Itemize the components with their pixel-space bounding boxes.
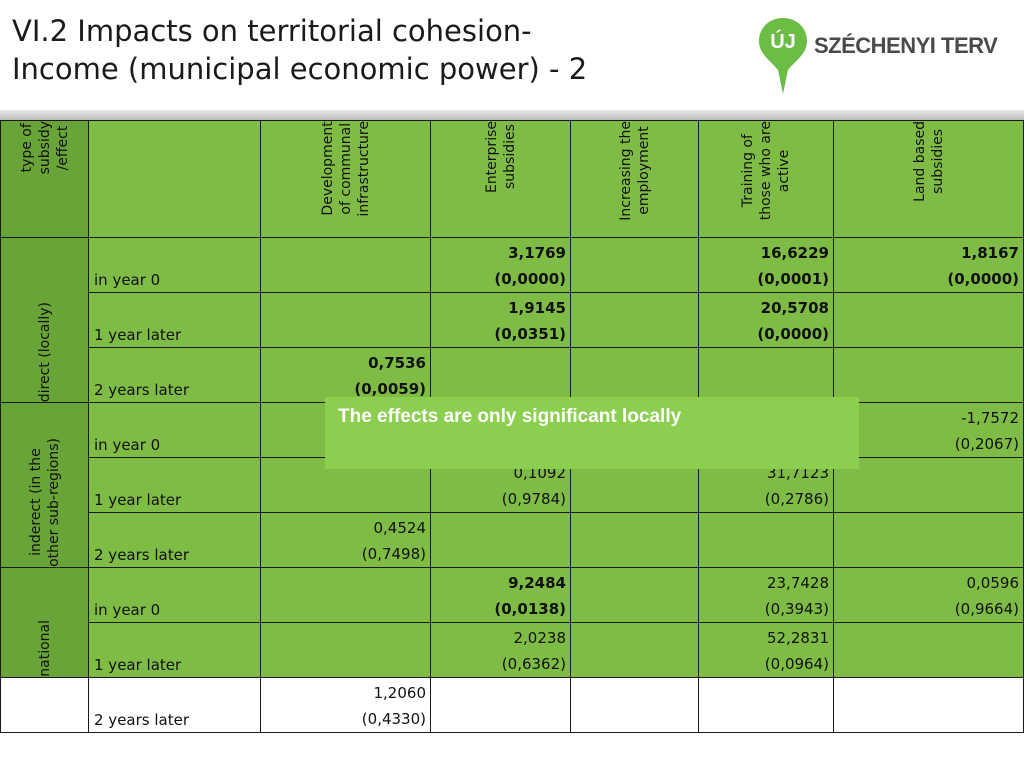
- value-cell: [570, 567, 699, 623]
- value-cell: 1,9145 (0,0351): [430, 292, 571, 348]
- value-cell: 0,0596 (0,9664): [833, 567, 1024, 623]
- header-row: type of subsidy /effect Development of c…: [0, 120, 1024, 238]
- value-cell: [430, 347, 571, 403]
- slide-title: VI.2 Impacts on territorial cohesion- In…: [12, 14, 588, 86]
- value-cell: 20,5708 (0,0000): [698, 292, 834, 348]
- group-inderect-label: inderect (in the other sub-regions): [27, 438, 62, 567]
- value-cell: [430, 677, 571, 733]
- logo-pin-shape: [759, 18, 807, 94]
- label-header-cell: [88, 120, 261, 238]
- value-cell: 3,1769 (0,0000): [430, 237, 571, 293]
- logo-badge-text: ÚJ: [770, 29, 796, 53]
- table-row: 2 years later 0,7536 (0,0059): [1, 347, 1024, 403]
- value-cell: [260, 567, 431, 623]
- table-row: direct (locally) in year 0 3,1769 (0,000…: [0, 237, 1024, 403]
- table-row: 2 years later 0,4524 (0,7498): [1, 512, 1024, 568]
- value-cell: 2,0238 (0,6362): [430, 622, 571, 678]
- value-cell: 16,6229 (0,0001): [698, 237, 834, 293]
- header-band: [0, 110, 1024, 120]
- value-cell: -1,7572 (0,2067): [833, 402, 1024, 458]
- value-cell: 1,8167 (0,0000): [833, 237, 1024, 293]
- col-header-land: Land based subsidies: [833, 120, 1024, 238]
- value-cell: [430, 512, 571, 568]
- value-cell: [570, 512, 699, 568]
- value-cell: 9,2484 (0,0138): [430, 567, 571, 623]
- table-row: 1 year later 1,9145 (0,0351) 20,5708 (0,…: [1, 292, 1024, 348]
- table-row: national in year 0 9,2484 (0,0138) 23,74…: [0, 567, 1024, 678]
- value-cell: [833, 347, 1024, 403]
- value-cell: [833, 677, 1024, 733]
- group-direct-cell: direct (locally): [0, 237, 89, 403]
- row-label: in year 0: [88, 567, 261, 623]
- value-cell: [833, 622, 1024, 678]
- blank-cell: [0, 677, 89, 733]
- group-national-cell: national: [0, 567, 89, 678]
- value-cell: 52,2831 (0,0964): [698, 622, 834, 678]
- value-cell: [833, 512, 1024, 568]
- value-cell: 23,7428 (0,3943): [698, 567, 834, 623]
- row-label: 2 years later: [88, 677, 261, 733]
- row-label: 1 year later: [88, 457, 261, 513]
- value-cell: 0,4524 (0,7498): [260, 512, 431, 568]
- value-cell: [833, 292, 1024, 348]
- logo-wordmark: SZÉCHENYI TERV: [814, 33, 998, 58]
- szechenyi-terv-logo: ÚJ: [759, 18, 807, 94]
- value-cell: [260, 237, 431, 293]
- group-inderect-cell: inderect (in the other sub-regions): [0, 402, 89, 568]
- row-label: 1 year later: [88, 622, 261, 678]
- value-cell: [260, 292, 431, 348]
- col-header-enterprise: Enterprise subsidies: [430, 120, 571, 238]
- value-cell: [698, 512, 834, 568]
- callout-text: The effects are only significant locally: [338, 406, 682, 427]
- value-cell: [570, 677, 699, 733]
- value-cell: [698, 677, 834, 733]
- row-label: 1 year later: [88, 292, 261, 348]
- value-cell: [260, 622, 431, 678]
- col-header-infrastructure: Development of communal infrastructure: [260, 120, 431, 238]
- value-cell: [833, 457, 1024, 513]
- row-label: in year 0: [88, 402, 261, 458]
- value-cell: [570, 622, 699, 678]
- table-row: 1 year later 2,0238 (0,6362) 52,2831 (0,…: [1, 622, 1024, 678]
- callout-box: The effects are only significant locally: [325, 397, 859, 469]
- table-row: 2 years later 1,2060 (0,4330): [0, 677, 1024, 733]
- value-cell: 0,7536 (0,0059): [260, 347, 431, 403]
- group-direct-label: direct (locally): [36, 301, 53, 402]
- col-header-training: Training of those who are active: [698, 120, 834, 238]
- col-header-employment: Increasing the employment: [570, 120, 699, 238]
- value-cell: 1,2060 (0,4330): [260, 677, 431, 733]
- value-cell: [570, 292, 699, 348]
- group-national-label: national: [36, 620, 53, 677]
- corner-header-cell: type of subsidy /effect: [0, 120, 89, 238]
- corner-header-label: type of subsidy /effect: [18, 121, 71, 175]
- row-label: in year 0: [88, 237, 261, 293]
- value-cell: [570, 347, 699, 403]
- value-cell: [570, 237, 699, 293]
- value-cell: [698, 347, 834, 403]
- row-label: 2 years later: [88, 512, 261, 568]
- row-label: 2 years later: [88, 347, 261, 403]
